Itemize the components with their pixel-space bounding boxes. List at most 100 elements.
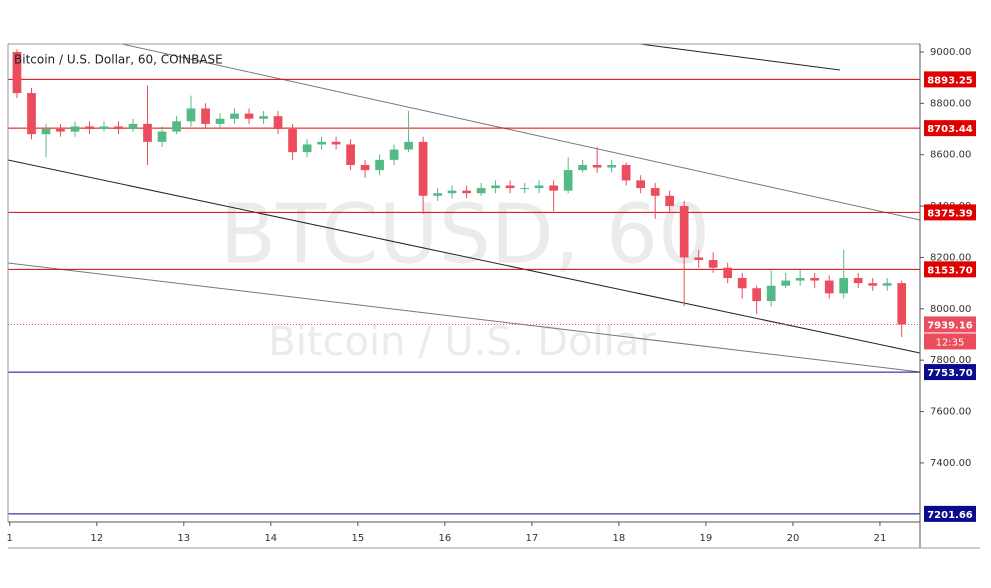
candle-body bbox=[563, 170, 573, 191]
y-tick-label: 7800.00 bbox=[930, 355, 971, 366]
candle-body bbox=[592, 164, 602, 168]
y-tick-label: 8200.00 bbox=[930, 252, 971, 263]
candle-body bbox=[157, 131, 167, 142]
candle-body bbox=[70, 126, 80, 132]
candle-body bbox=[433, 193, 442, 196]
candle-body bbox=[491, 185, 500, 189]
candle-body bbox=[288, 129, 297, 153]
x-tick-label: 19 bbox=[700, 533, 713, 544]
candle-body bbox=[302, 144, 312, 153]
x-tick-label: 18 bbox=[613, 533, 626, 544]
x-tick-label: 15 bbox=[351, 533, 364, 544]
trend-lines bbox=[8, 44, 920, 373]
candle-body bbox=[215, 118, 225, 124]
countdown: 12:35 bbox=[936, 337, 965, 348]
candle-body bbox=[99, 126, 109, 130]
chart-title: Bitcoin / U.S. Dollar, 60, COINBASE bbox=[14, 53, 223, 67]
candle-body bbox=[12, 51, 22, 94]
candle-body bbox=[853, 277, 863, 284]
candle-body bbox=[375, 159, 384, 171]
candle-body bbox=[679, 206, 689, 258]
level-label-box bbox=[924, 261, 976, 278]
candle-body bbox=[143, 123, 152, 142]
trend-line bbox=[8, 262, 920, 373]
trend-line bbox=[8, 159, 920, 354]
last-price-label: 7939.16 bbox=[927, 320, 973, 331]
candle-body bbox=[781, 280, 791, 286]
trend-line bbox=[639, 44, 841, 71]
x-tick-label: 16 bbox=[438, 533, 451, 544]
last-price-label-box bbox=[924, 316, 976, 333]
level-label: 8893.25 bbox=[927, 75, 973, 86]
candle-body bbox=[665, 195, 674, 207]
candle-body bbox=[85, 126, 94, 130]
candle-body bbox=[505, 185, 515, 189]
candle-body bbox=[331, 141, 341, 145]
x-tick-label: 13 bbox=[177, 533, 190, 544]
level-label-box bbox=[924, 505, 976, 522]
x-tick-label: 12 bbox=[90, 533, 103, 544]
candle-body bbox=[737, 277, 747, 289]
candle-body bbox=[41, 129, 51, 135]
candle-body bbox=[346, 144, 355, 165]
level-label-box bbox=[924, 364, 976, 381]
candle-body bbox=[273, 116, 283, 130]
candle-body bbox=[56, 129, 65, 132]
candle-body bbox=[172, 121, 181, 132]
candle-body bbox=[607, 164, 617, 168]
candle-body bbox=[418, 141, 428, 196]
candle-body bbox=[752, 288, 762, 302]
candle-body bbox=[259, 116, 268, 119]
x-tick-label: 1 bbox=[7, 533, 13, 544]
candle-body bbox=[708, 260, 718, 268]
candle-body bbox=[230, 113, 239, 119]
y-tick-label: 7600.00 bbox=[930, 407, 971, 418]
candle-body bbox=[389, 149, 399, 160]
candle-body bbox=[621, 164, 631, 181]
y-tick-label: 8000.00 bbox=[930, 304, 971, 315]
x-tick-label: 21 bbox=[874, 533, 887, 544]
candle-body bbox=[578, 164, 587, 171]
x-tick-label: 17 bbox=[526, 533, 539, 544]
candles bbox=[8, 49, 920, 338]
level-label: 7753.70 bbox=[927, 368, 973, 379]
x-tick-label: 20 bbox=[787, 533, 800, 544]
candle-body bbox=[360, 164, 370, 171]
levels bbox=[8, 78, 920, 515]
candle-body bbox=[186, 108, 196, 122]
candle-body bbox=[549, 185, 558, 191]
y-tick-label: 7400.00 bbox=[930, 458, 971, 469]
candle-body bbox=[897, 283, 907, 325]
candle-body bbox=[201, 108, 210, 124]
candle-body bbox=[636, 180, 646, 189]
candle-body bbox=[694, 257, 704, 261]
trend-line bbox=[121, 44, 920, 221]
candle-body bbox=[766, 285, 776, 302]
countdown-box bbox=[924, 333, 976, 350]
level-label: 8375.39 bbox=[927, 208, 973, 219]
candle-body bbox=[534, 185, 544, 189]
candle-body bbox=[868, 283, 878, 286]
candle-body bbox=[795, 277, 805, 281]
candle-body bbox=[114, 126, 123, 130]
level-label: 7201.66 bbox=[927, 510, 973, 521]
candle-body bbox=[27, 93, 36, 135]
x-tick-label: 14 bbox=[264, 533, 277, 544]
y-tick-label: 9000.00 bbox=[930, 47, 971, 58]
level-label-box bbox=[924, 120, 976, 137]
watermark: BTCUSD, 60 bbox=[220, 187, 710, 282]
level-label-box bbox=[924, 71, 976, 88]
level-label: 8703.44 bbox=[927, 124, 973, 135]
candle-body bbox=[723, 267, 733, 278]
candle-body bbox=[404, 141, 413, 150]
y-tick-label: 8600.00 bbox=[930, 150, 971, 161]
watermark-subtitle: Bitcoin / U.S. Dollar bbox=[268, 319, 656, 365]
candle-body bbox=[476, 188, 486, 194]
candle-body bbox=[520, 188, 530, 190]
candle-body bbox=[824, 280, 834, 294]
candle-body bbox=[810, 277, 820, 281]
price-labels: 8893.25 8703.44 8375.39 8153.70 7753.70 7201.… bbox=[924, 71, 976, 522]
candle-body bbox=[882, 283, 892, 286]
